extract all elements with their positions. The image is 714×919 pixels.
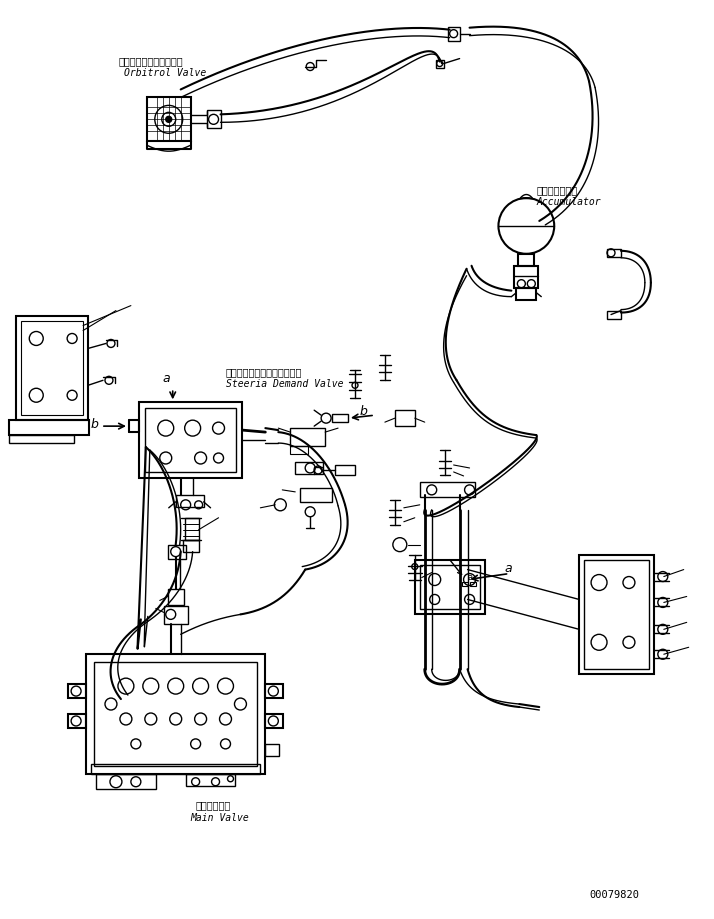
Bar: [176, 494, 203, 506]
Bar: [183, 539, 198, 551]
Text: Accumulator: Accumulator: [536, 197, 601, 207]
Bar: [21, 321, 83, 415]
Text: 00079820: 00079820: [589, 891, 639, 901]
Bar: [584, 560, 649, 669]
Bar: [516, 288, 536, 300]
Bar: [68, 714, 86, 728]
Bar: [291, 428, 325, 446]
Bar: [185, 517, 198, 539]
Bar: [186, 774, 236, 786]
Bar: [448, 27, 460, 40]
Bar: [420, 482, 475, 497]
Bar: [420, 564, 480, 609]
Text: アキュムレータ: アキュムレータ: [536, 185, 578, 195]
Text: b: b: [360, 405, 368, 418]
Text: Main Valve: Main Valve: [191, 812, 249, 823]
Bar: [332, 414, 348, 422]
Bar: [300, 488, 332, 502]
Text: Steeria Demand Valve: Steeria Demand Valve: [226, 380, 343, 390]
Bar: [168, 545, 186, 559]
Bar: [291, 446, 308, 454]
Bar: [139, 403, 243, 478]
Bar: [579, 555, 654, 675]
Circle shape: [166, 117, 172, 122]
Bar: [68, 684, 86, 698]
Bar: [86, 654, 266, 774]
Bar: [206, 110, 221, 129]
Bar: [395, 410, 415, 426]
Text: a: a: [468, 573, 473, 582]
Bar: [266, 684, 283, 698]
Bar: [94, 663, 257, 766]
Bar: [335, 465, 355, 475]
Text: b: b: [91, 418, 99, 431]
Text: a: a: [163, 372, 171, 385]
Bar: [607, 311, 621, 319]
Bar: [415, 560, 485, 615]
Bar: [91, 764, 261, 774]
Bar: [16, 315, 88, 420]
Text: ステアリングデマンドバルブ: ステアリングデマンドバルブ: [226, 368, 302, 378]
Bar: [607, 249, 621, 256]
Bar: [9, 435, 74, 443]
Bar: [164, 607, 188, 624]
Bar: [168, 589, 183, 606]
Text: メインバルブ: メインバルブ: [196, 800, 231, 811]
Bar: [147, 97, 191, 142]
Bar: [296, 462, 323, 474]
Text: a: a: [504, 562, 512, 574]
Text: Orbitrol Valve: Orbitrol Valve: [124, 69, 206, 78]
Bar: [461, 582, 468, 585]
Bar: [266, 714, 283, 728]
Bar: [514, 266, 538, 288]
Bar: [266, 743, 279, 755]
Bar: [145, 408, 236, 472]
Bar: [470, 582, 476, 585]
Text: オービットロールバルブ: オービットロールバルブ: [119, 57, 183, 66]
Bar: [436, 60, 443, 67]
Bar: [9, 420, 89, 435]
Bar: [96, 774, 156, 789]
Bar: [518, 254, 534, 266]
